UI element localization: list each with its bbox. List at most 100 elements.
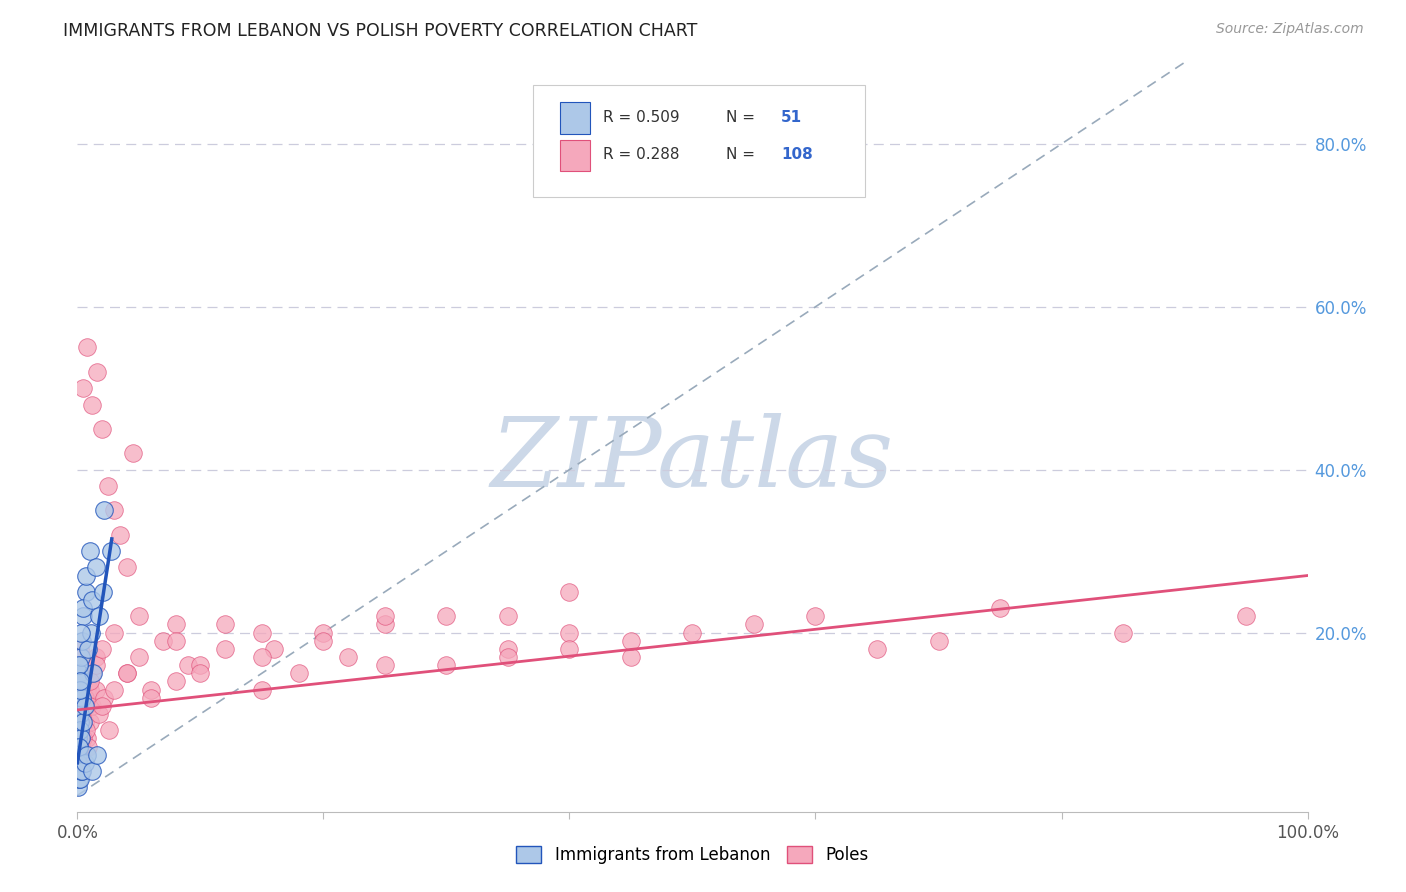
Point xyxy=(70,739,93,754)
Point xyxy=(66,756,89,770)
Point xyxy=(80,625,103,640)
Point xyxy=(742,617,765,632)
Point xyxy=(69,723,91,738)
Point xyxy=(67,658,90,673)
Point xyxy=(84,658,107,673)
Point xyxy=(496,641,519,656)
Point xyxy=(77,641,100,656)
Point xyxy=(67,739,90,754)
Point xyxy=(77,739,100,754)
FancyBboxPatch shape xyxy=(533,85,865,197)
Point xyxy=(69,715,91,730)
Point xyxy=(263,641,285,656)
Point xyxy=(75,568,97,582)
Point xyxy=(70,764,93,778)
Point xyxy=(89,706,111,721)
Point xyxy=(76,341,98,355)
Point xyxy=(70,633,93,648)
Point xyxy=(82,698,104,713)
Point xyxy=(374,617,396,632)
Point xyxy=(75,584,97,599)
Point xyxy=(141,690,163,705)
Point xyxy=(69,674,91,689)
Point xyxy=(312,625,335,640)
Point xyxy=(67,666,90,681)
Point xyxy=(84,682,107,697)
Point xyxy=(67,723,90,738)
Point xyxy=(69,747,91,762)
Point xyxy=(100,544,122,558)
Point xyxy=(988,601,1011,615)
Point xyxy=(804,609,827,624)
Point xyxy=(97,479,120,493)
Point xyxy=(67,690,90,705)
Point xyxy=(72,674,94,689)
Point xyxy=(67,698,90,713)
Point xyxy=(866,641,889,656)
Point xyxy=(66,658,89,673)
Point xyxy=(72,601,94,615)
Point xyxy=(66,747,89,762)
Text: R = 0.509: R = 0.509 xyxy=(603,110,679,125)
Point xyxy=(72,609,94,624)
Point xyxy=(70,690,93,705)
Point xyxy=(86,747,108,762)
Point xyxy=(84,650,107,665)
Point xyxy=(620,650,643,665)
Point xyxy=(250,650,273,665)
Point xyxy=(67,698,90,713)
Text: R = 0.288: R = 0.288 xyxy=(603,147,679,162)
Point xyxy=(128,609,150,624)
Point xyxy=(436,658,458,673)
Text: N =: N = xyxy=(725,110,755,125)
Point xyxy=(288,666,311,681)
Point xyxy=(214,617,236,632)
Point xyxy=(115,666,138,681)
Point xyxy=(67,682,90,697)
Point xyxy=(66,690,89,705)
Point xyxy=(69,772,91,786)
Point xyxy=(67,723,90,738)
Point xyxy=(558,625,581,640)
Point xyxy=(93,503,115,517)
Point xyxy=(72,690,94,705)
Point xyxy=(69,706,91,721)
Point xyxy=(67,674,90,689)
Point xyxy=(558,641,581,656)
Text: N =: N = xyxy=(725,147,755,162)
Point xyxy=(67,706,90,721)
Point xyxy=(70,682,93,697)
Point xyxy=(86,365,108,379)
Point xyxy=(165,617,187,632)
Point xyxy=(70,731,93,746)
Point xyxy=(72,381,94,395)
Point xyxy=(928,633,950,648)
Point xyxy=(67,756,90,770)
Point xyxy=(98,723,121,738)
Point xyxy=(682,625,704,640)
Point xyxy=(70,650,93,665)
Point xyxy=(165,674,187,689)
Point xyxy=(79,682,101,697)
Point xyxy=(110,528,132,542)
Point xyxy=(214,641,236,656)
Text: 108: 108 xyxy=(782,147,813,162)
Point xyxy=(103,503,125,517)
Point xyxy=(1234,609,1257,624)
Point xyxy=(67,739,90,754)
Point xyxy=(91,584,114,599)
Point xyxy=(70,747,93,762)
Point xyxy=(70,690,93,705)
Point xyxy=(69,706,91,721)
Point xyxy=(79,544,101,558)
Point xyxy=(82,593,104,607)
Point xyxy=(374,658,396,673)
Point xyxy=(67,706,90,721)
Point xyxy=(115,560,138,574)
Point xyxy=(496,609,519,624)
Point xyxy=(79,674,101,689)
Point xyxy=(70,625,93,640)
Point xyxy=(121,446,143,460)
Point xyxy=(69,641,91,656)
Point xyxy=(312,633,335,648)
